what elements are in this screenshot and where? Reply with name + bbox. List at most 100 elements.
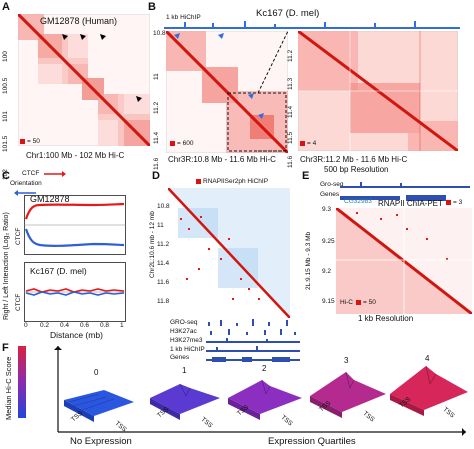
panel-c-ctcf-label: CTCF [15,227,22,245]
panel-a-scale: = 50 [20,138,40,145]
panel-e-ytick: 9.25 [322,238,335,245]
panel-c-bottom-plot [24,262,126,322]
panel-e-map [336,208,472,314]
left-arrow-icon [14,190,36,196]
loop-marker-icon [136,96,142,102]
panel-c-xtick: 1 [120,322,124,329]
panel-e-label: E [302,170,310,182]
panel-a-ytick: 101.5 [2,135,9,152]
panel-b2-scale: = 4 [300,140,316,147]
panel-d-label: D [152,170,160,182]
panel-d-track-label: Genes [170,354,190,361]
panel-c-label: C [2,170,10,182]
loop-marker-icon [258,113,264,119]
loop-marker-icon [62,34,68,40]
panel-b-ytick: 10.8 [153,30,166,37]
loop-marker-icon [80,34,86,40]
panel-f-quartile-label: 0 [94,368,99,377]
panel-f-colorbar [18,346,26,418]
panel-e-ytick: 9.15 [322,298,335,305]
panel-a-ytick: 100 [2,51,9,62]
panel-f-quartile-label: 4 [425,354,430,363]
panel-e-scale-bottom: = 50 [356,299,376,306]
panel-b2-ytick: 11.5 [287,131,294,144]
panel-d-ytick: 11.8 [157,298,170,305]
panel-e-track-gro: Gro-seq [320,181,344,188]
panel-f-surface-2 [228,379,302,420]
panel-b-label: B [148,1,156,13]
panel-a-caption: Chr1:100 Mb - 102 Mb Hi-C [26,151,125,160]
panel-a-ytick: 101 [2,111,9,122]
loop-marker-icon [100,34,106,40]
panel-c-xlabel: Distance (mb) [50,330,103,340]
panel-a-hic-map [18,14,150,146]
panel-e-tracks [340,182,470,201]
panel-d-title: RNAPIISer2ph HiChIP [196,178,268,185]
panel-c-ctcf-label-2: CTCF [15,293,22,311]
panel-b2-ytick: 11.3 [287,77,294,90]
panel-f-quartile-label: 3 [344,356,349,365]
panel-b-zoom-map [298,31,458,151]
panel-f-surface-0 [64,390,134,422]
panel-c-top-plot [24,195,126,255]
panel-d-ytick: 10.8 [157,203,170,210]
panel-f-surface-4 [390,366,468,416]
panel-d-ytick: 11 [157,222,164,229]
panel-c-xtick: 0.6 [80,322,90,329]
panel-b2-ytick: 11.6 [287,155,294,168]
panel-c-bottom-title: Kc167 (D. mel) [30,266,87,276]
panel-e-scale-top: = 3 [446,199,462,206]
panel-c-legend-ctcf: CTCF [22,170,40,177]
panel-e-caption: 1 kb Resolution [358,314,414,323]
panel-b-hic-map [166,31,288,153]
panel-e-hic-label: Hi-C [340,299,353,306]
zoom-connector-lines [258,31,288,152]
panel-b-title: Kc167 (D. mel) [256,8,320,19]
panel-f-label: F [2,342,9,354]
panel-a-ytick: 100.5 [2,77,9,94]
panel-c-top-title: GM12878 [30,194,70,204]
panel-b-ytick: 11.2 [153,101,160,114]
panel-a-title: GM12878 (Human) [40,16,118,26]
panel-d-tracks [206,319,300,362]
panel-c-ylabel: Right / Left Interaction (Log₂ Ratio) [3,212,10,320]
panel-a-label: A [2,1,10,13]
panel-f-left-label: No Expression [70,436,132,447]
loop-marker-icon [218,33,224,39]
panel-b2-ytick: 11.4 [287,105,294,118]
loop-marker-icon [248,93,254,99]
panel-b-track-label: 1 kb HiChIP [166,14,201,21]
panel-d-ytick: 11.4 [157,260,170,267]
panel-b-caption: Chr3R:10.8 Mb - 11.6 Mb Hi-C [168,155,276,164]
panel-e-ylabel: 2L:9.15 Mb - 9.3 Mb [305,231,312,290]
panel-f-axes [54,346,466,436]
panel-d-track-label: GRO-seq [170,319,198,326]
panel-d-track-label: 1 kb HiChIP [170,346,205,353]
panel-f-right-label: Expression Quartiles [268,436,356,447]
panel-c-xtick: 0.4 [60,322,70,329]
panel-b2-ytick: 11.2 [287,49,294,62]
panel-f-quartile-label: 1 [182,366,187,375]
panel-d-hichip-map [168,188,290,318]
panel-b-ytick: 11 [153,73,160,80]
panel-b-ytick: 11.4 [153,131,160,144]
panel-c-xtick: 0.8 [100,322,110,329]
panel-b-scale: = 600 [170,140,193,147]
panel-f-surface-3 [310,371,386,418]
panel-d-track-label: H3K27me3 [170,337,203,344]
panel-e-gene-name: CG32983 [344,198,372,205]
panel-c-xtick: 0 [24,322,28,329]
panel-f-surface-1 [150,383,220,420]
panel-b-ytick: 11.6 [153,157,160,170]
panel-d-ytick: 11.2 [157,241,170,248]
panel-b-hichip-track [164,21,460,29]
right-arrow-icon [44,171,66,177]
panel-d-ytick: 11.6 [157,279,170,286]
loop-marker-icon [174,33,180,39]
panel-c-legend-orientation: Orientation [10,180,42,187]
panel-b2-subcaption: 500 bp Resolution [324,165,389,174]
panel-d-track-label: H3K27ac [170,328,197,335]
panel-d-ylabel: Chr2L:10.6 mb - 12 mb [149,211,156,278]
panel-b2-caption: Chr3R:11.2 Mb - 11.6 Mb Hi-C [300,155,408,164]
panel-e-ytick: 9.2 [322,268,332,275]
